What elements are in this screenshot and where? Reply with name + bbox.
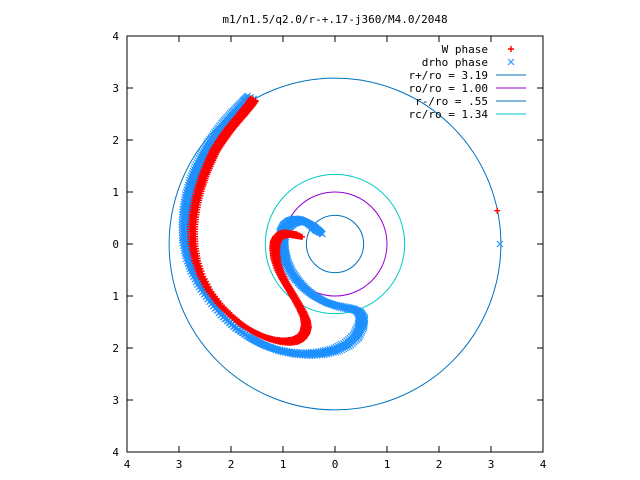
y-tick-label: 3 — [112, 394, 119, 407]
chart-title: m1/n1.5/q2.0/r-+.17-j360/M4.0/2048 — [222, 13, 447, 26]
drho-phase-point — [329, 301, 337, 309]
drho-phase-point — [315, 295, 323, 302]
w-phase-outlier — [494, 207, 501, 214]
legend-label: drho phase — [422, 56, 488, 69]
x-tick-label: 1 — [384, 458, 391, 471]
y-tick-label: 3 — [112, 82, 119, 95]
circle-rcro — [264, 173, 406, 315]
y-tick-label: 2 — [112, 342, 119, 355]
y-tick-label: 1 — [112, 290, 119, 303]
drho-phase-point — [339, 304, 347, 312]
drho-phase-point — [337, 304, 345, 312]
x-tick-label: 3 — [488, 458, 495, 471]
legend-marker — [507, 58, 515, 66]
drho-phase-point — [321, 298, 329, 306]
circle-curves — [168, 77, 502, 411]
x-tick-label: 4 — [540, 458, 547, 471]
y-tick-label: 4 — [112, 446, 119, 459]
x-tick-label: 2 — [228, 458, 235, 471]
drho-phase-point — [319, 230, 326, 238]
circle-r+ro — [168, 77, 502, 411]
drho-phase-point — [323, 299, 331, 307]
drho-phase-point — [317, 296, 325, 303]
x-tick-label: 4 — [124, 458, 131, 471]
drho-phase-outlier — [496, 240, 504, 248]
drho-phase-point — [325, 300, 333, 308]
legend-label: ro/ro = 1.00 — [409, 82, 488, 95]
x-tick-label: 0 — [332, 458, 339, 471]
legend-label: rc/ro = 1.34 — [409, 108, 489, 121]
drho-phase-point — [319, 297, 327, 305]
w-phase-point — [299, 233, 306, 240]
x-tick-label: 1 — [280, 458, 287, 471]
data-points — [178, 92, 504, 360]
x-tick-label: 2 — [436, 458, 443, 471]
legend-label: r-/ro = .55 — [415, 95, 488, 108]
y-tick-label: 1 — [112, 186, 119, 199]
drho-phase-point — [333, 303, 341, 310]
y-tick-label: 0 — [112, 238, 119, 251]
x-tick-label: 3 — [176, 458, 183, 471]
y-tick-label: 2 — [112, 134, 119, 147]
drho-phase-point — [327, 301, 335, 308]
drho-phase-point — [335, 303, 343, 311]
legend-marker — [508, 46, 514, 52]
drho-phase-point — [331, 302, 339, 310]
legend-label: W phase — [442, 43, 488, 56]
circle-r-ro — [305, 214, 365, 274]
legend-label: r+/ro = 3.19 — [409, 69, 488, 82]
y-tick-label: 4 — [112, 30, 119, 43]
